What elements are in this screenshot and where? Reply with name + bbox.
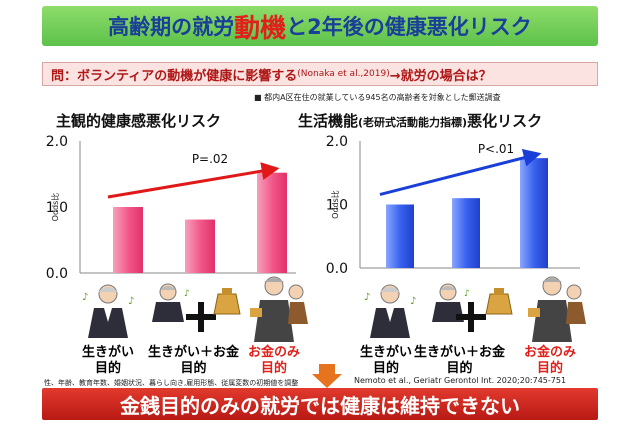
y-tick-label: 2.0: [46, 134, 68, 150]
svg-text:♪: ♪: [410, 296, 416, 307]
y-axis-label: Odds比: [50, 193, 60, 222]
svg-text:♪: ♪: [364, 292, 370, 303]
adjustment-note: 性、年齢、教育年数、婚姻状況、暮らし向き,雇用形態、従属変数の初期値を調整: [44, 379, 299, 387]
svg-text:♪: ♪: [464, 289, 470, 299]
y-tick-label: 1.0: [46, 200, 68, 216]
svg-text:♪: ♪: [184, 289, 190, 299]
bar-3: [257, 172, 287, 273]
right-chart-title-post: 悪化リスク: [467, 112, 543, 130]
y-tick-label: 0.0: [326, 261, 348, 277]
left-cat-label-ikigai-money: 生きがい＋お金 目的: [148, 345, 240, 376]
question-post: →就労の場合は？: [389, 68, 492, 84]
worker-illustration: ♪: [152, 283, 190, 322]
plus-icon: [186, 302, 216, 332]
svg-text:♪: ♪: [82, 292, 88, 303]
money-worker-illustration: [250, 276, 308, 342]
happy-worker-illustration-2: ♪ ♪: [364, 284, 416, 338]
svg-text:♪: ♪: [128, 296, 134, 307]
y-axis-label: Odds比: [330, 190, 340, 219]
right-chart-title-main: 生活機能: [298, 112, 359, 130]
down-arrow-icon: [312, 364, 342, 388]
left-chart-title: 主観的健康感悪化リスク: [56, 112, 222, 130]
title-pre: 高齢期の就労: [108, 15, 235, 39]
left-cat-label-ikigai: 生きがい 目的: [82, 345, 135, 376]
left-cat-label-money-only: お金のみ 目的: [248, 345, 301, 376]
right-cat-label-money-only: お金のみ 目的: [524, 345, 577, 376]
title-post: と2年後の健康悪化リスク: [286, 15, 532, 39]
bar-2: [452, 198, 480, 268]
trend-arrow: [379, 148, 542, 196]
y-tick-label: 0.0: [46, 266, 68, 282]
title-highlight: 動機: [234, 13, 287, 44]
p-value-annotation: P=.02: [192, 152, 228, 166]
bar-2: [185, 219, 215, 273]
money-bag-icon-2: [485, 288, 513, 315]
conclusion-bar: 金銭目的のみの就労では健康は維持できない: [42, 388, 598, 420]
happy-worker-illustration: ♪ ♪: [82, 284, 134, 338]
right-chart: 0.0 1.0 2.0 Odds比 P<.01: [326, 134, 580, 277]
reference-note: Nemoto et al., Geriatr Gerontol Int. 202…: [354, 376, 567, 385]
bar-1: [386, 204, 414, 268]
y-tick-label: 2.0: [326, 134, 348, 150]
question-pre: 問：ボランティアの動機が健康に影響する: [51, 68, 298, 84]
right-chart-title: 生活機能(老研式活動能力指標)悪化リスク: [298, 110, 542, 131]
money-bag-icon: [213, 288, 241, 315]
trend-arrow: [107, 162, 280, 199]
y-tick-label: 1.0: [326, 198, 348, 214]
right-cat-label-ikigai: 生きがい 目的: [360, 345, 413, 376]
survey-note: ■ 都内A区在住の就業している945名の高齢者を対象とした郵送調査: [254, 93, 501, 102]
title-bar: 高齢期の就労 動機 と2年後の健康悪化リスク: [42, 6, 598, 46]
money-worker-illustration-2: [528, 276, 586, 342]
question-citation: (Nonaka et al.,2019): [297, 69, 390, 79]
right-chart-title-small: (老研式活動能力指標): [358, 116, 468, 129]
left-chart: 0.0 1.0 2.0 Odds比 P=.02: [46, 134, 296, 282]
plus-icon-2: [456, 302, 486, 332]
bar-1: [113, 207, 143, 273]
bar-3: [520, 158, 548, 268]
p-value-annotation: P<.01: [478, 142, 514, 156]
question-bar: 問：ボランティアの動機が健康に影響する (Nonaka et al.,2019) →…: [42, 62, 598, 86]
right-cat-label-ikigai-money: 生きがい＋お金 目的: [414, 345, 506, 376]
